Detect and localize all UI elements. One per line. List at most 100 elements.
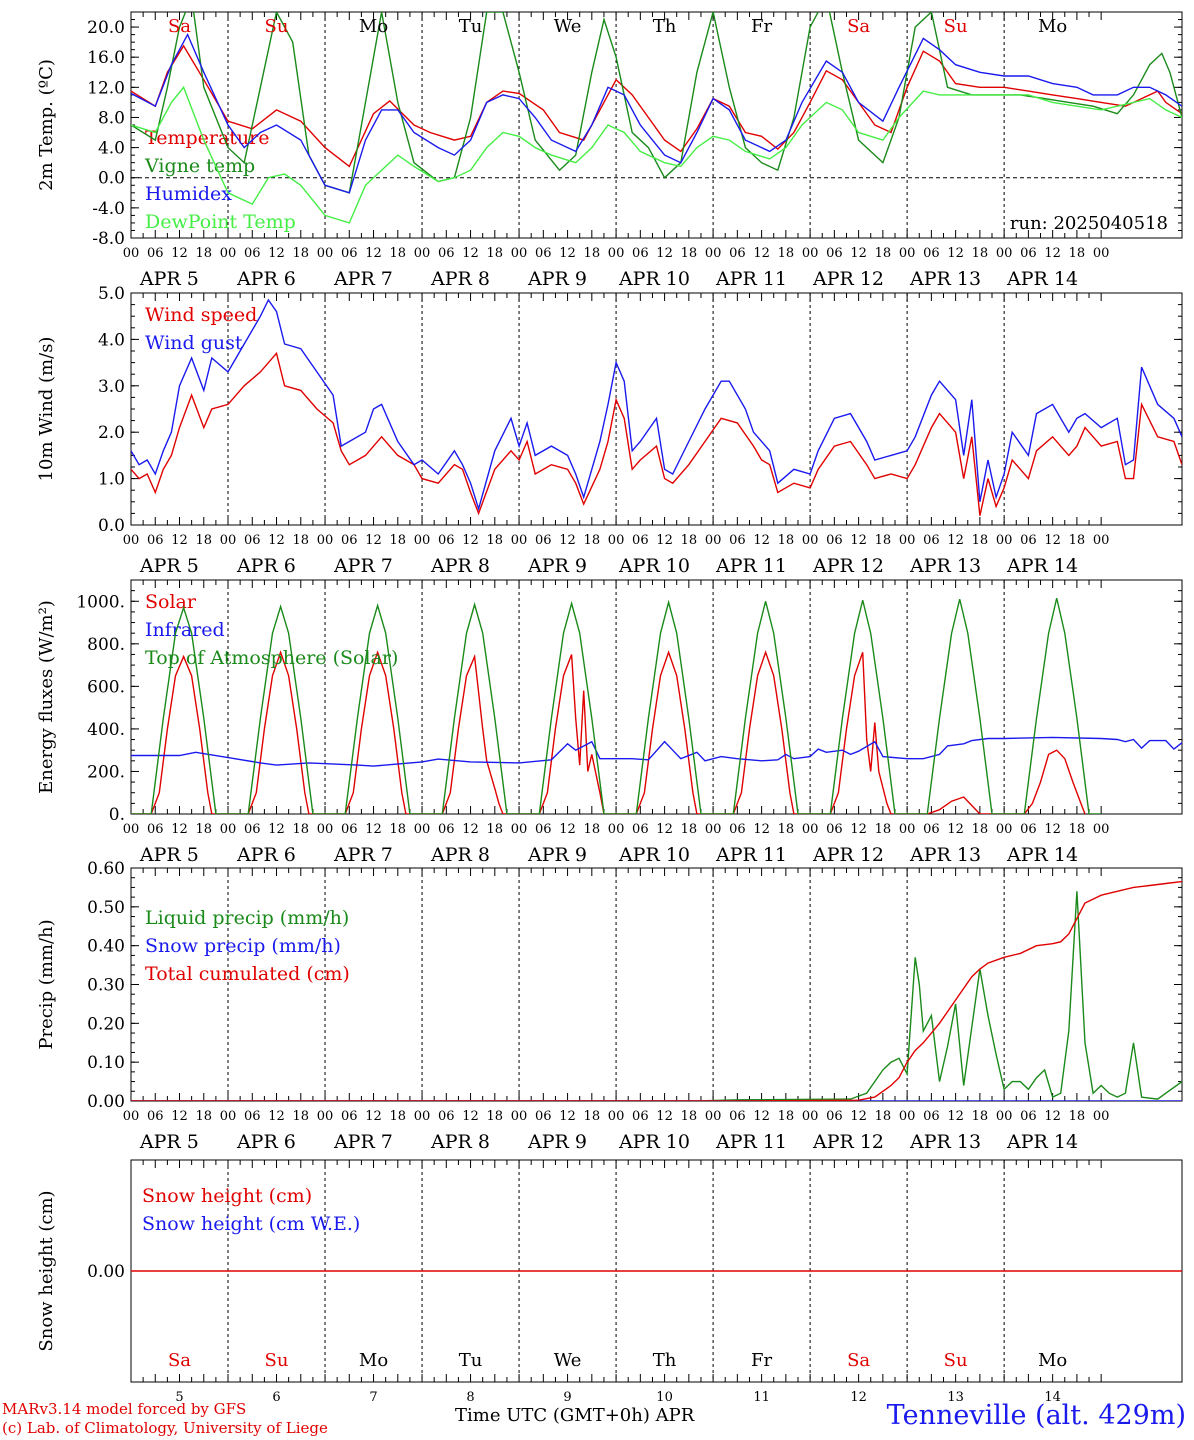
- legend-entry-3: Total cumulated (cm): [145, 963, 350, 985]
- hour-label: 12: [850, 533, 867, 548]
- hour-label: 18: [778, 246, 795, 261]
- day-number: 8: [466, 1390, 474, 1405]
- legend-entry-1: Snow height (cm): [142, 1185, 312, 1207]
- hour-label: 00: [123, 1109, 140, 1124]
- hour-label: 18: [778, 1109, 795, 1124]
- hour-label: 06: [341, 1109, 358, 1124]
- series-line-1: [131, 44, 1182, 168]
- station-name: Tenneville (alt. 429m): [886, 1400, 1186, 1431]
- hour-label: 18: [1069, 246, 1086, 261]
- hour-label: 06: [923, 1109, 940, 1124]
- hour-label: 00: [705, 533, 722, 548]
- hour-label: 12: [753, 533, 770, 548]
- hour-label: 12: [850, 246, 867, 261]
- date-label: APR 13: [909, 844, 981, 866]
- series-line-2: [131, 298, 1182, 512]
- y-axis-title: 2m Temp. (ºC): [36, 59, 57, 191]
- hour-label: 06: [729, 1109, 746, 1124]
- y-tick-label: 5.0: [98, 284, 125, 304]
- hour-label: 18: [584, 533, 601, 548]
- legend-entry-3: Humidex: [145, 183, 232, 205]
- hour-label: 06: [147, 246, 164, 261]
- hour-label: 00: [608, 533, 625, 548]
- hour-label: 12: [947, 1109, 964, 1124]
- day-name: Sa: [168, 16, 191, 37]
- y-tick-label: 8.0: [98, 108, 125, 128]
- hour-label: 18: [293, 1109, 310, 1124]
- hour-label: 00: [802, 1109, 819, 1124]
- y-tick-label: 0.00: [87, 1262, 125, 1282]
- legend-entry-1: Liquid precip (mm/h): [145, 907, 349, 929]
- day-number: 5: [175, 1390, 183, 1405]
- hour-label: 18: [584, 1109, 601, 1124]
- day-name: Mo: [1038, 16, 1067, 37]
- y-axis-title: Energy fluxes (W/m²): [36, 600, 57, 794]
- series-line-3: [131, 597, 1102, 814]
- hour-label: 18: [390, 822, 407, 837]
- day-number: 6: [272, 1390, 280, 1405]
- hour-label: 00: [899, 822, 916, 837]
- y-tick-label: 0.30: [87, 976, 125, 996]
- hour-label: 12: [268, 1109, 285, 1124]
- day-number: 7: [369, 1390, 377, 1405]
- hour-label: 00: [511, 1109, 528, 1124]
- date-label: APR 6: [236, 268, 296, 290]
- hour-label: 12: [171, 533, 188, 548]
- hour-label: 12: [365, 822, 382, 837]
- hour-label: 00: [996, 1109, 1013, 1124]
- x-axis-title: Time UTC (GMT+0h) APR: [455, 1405, 695, 1426]
- hour-label: 06: [1020, 533, 1037, 548]
- hour-label: 12: [753, 246, 770, 261]
- hour-label: 06: [729, 822, 746, 837]
- hour-label: 12: [268, 822, 285, 837]
- hour-label: 12: [850, 1109, 867, 1124]
- series-line-1: [131, 351, 1182, 516]
- date-label: APR 8: [430, 844, 490, 866]
- hour-label: 12: [656, 246, 673, 261]
- hour-label: 00: [220, 1109, 237, 1124]
- hour-label: 12: [947, 822, 964, 837]
- hour-label: 00: [1093, 533, 1110, 548]
- day-name: Tu: [459, 1350, 483, 1371]
- legend-entry-2: Vigne temp: [144, 155, 255, 177]
- date-label: APR 14: [1006, 1131, 1078, 1153]
- hour-label: 06: [632, 822, 649, 837]
- hour-label: 12: [365, 1109, 382, 1124]
- date-label: APR 13: [909, 1131, 981, 1153]
- hour-label: 12: [559, 246, 576, 261]
- panel-2: 0.0 1.0 2.0 3.0 4.0 5.0 10m Wind (m/s) Wind spe…: [36, 284, 1183, 577]
- hour-label: 00: [220, 822, 237, 837]
- y-tick-label: -4.0: [92, 199, 125, 219]
- day-name: Sa: [168, 1350, 191, 1371]
- hour-label: 06: [632, 1109, 649, 1124]
- hour-label: 00: [414, 1109, 431, 1124]
- y-tick-label: 3.0: [98, 377, 125, 397]
- date-label: APR 10: [618, 268, 690, 290]
- hour-label: 00: [608, 822, 625, 837]
- hour-label: 06: [1020, 246, 1037, 261]
- hour-label: 06: [341, 533, 358, 548]
- hour-label: 00: [899, 533, 916, 548]
- hour-label: 12: [1044, 246, 1061, 261]
- hour-label: 12: [365, 246, 382, 261]
- hour-label: 18: [681, 533, 698, 548]
- hour-label: 12: [171, 246, 188, 261]
- hour-label: 18: [487, 246, 504, 261]
- date-label: APR 11: [715, 555, 787, 577]
- date-label: APR 8: [430, 268, 490, 290]
- day-name: Th: [653, 1350, 677, 1371]
- series-line-3: [131, 32, 1182, 194]
- hour-label: 00: [996, 246, 1013, 261]
- hour-label: 12: [1044, 1109, 1061, 1124]
- date-label: APR 12: [812, 555, 884, 577]
- date-label: APR 9: [527, 1131, 587, 1153]
- hour-label: 06: [244, 1109, 261, 1124]
- day-name: Tu: [459, 16, 483, 37]
- series-line-4: [131, 85, 1182, 224]
- hour-label: 00: [123, 822, 140, 837]
- date-label: APR 9: [527, 844, 587, 866]
- hour-label: 06: [632, 246, 649, 261]
- legend-entry-1: Solar: [145, 591, 197, 613]
- y-tick-label: 0.50: [87, 898, 125, 918]
- date-label: APR 12: [812, 844, 884, 866]
